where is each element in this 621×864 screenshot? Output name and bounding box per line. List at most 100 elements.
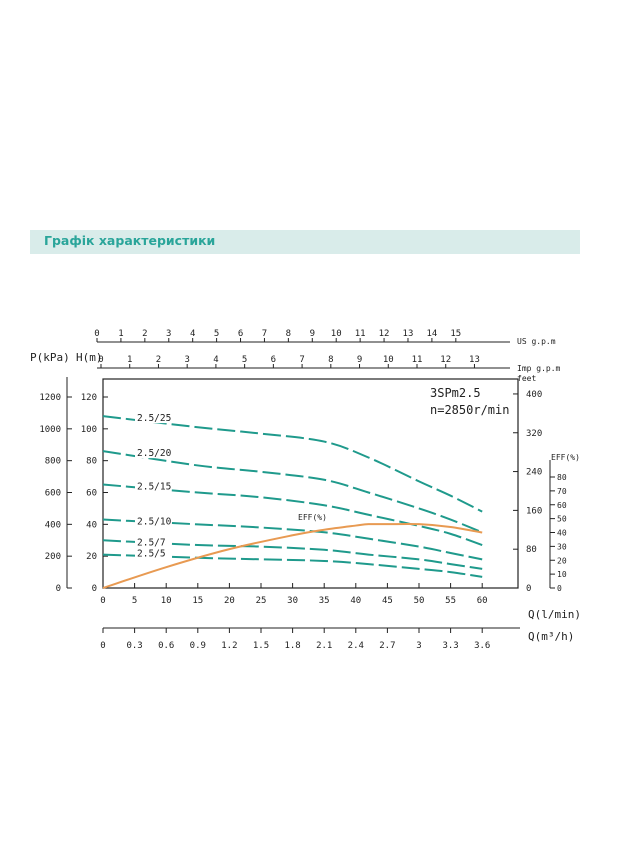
- m3h-tick-label: 3: [416, 641, 421, 651]
- pump-curve-25-20: [102, 450, 483, 534]
- m3h-tick-label: 2.4: [348, 641, 364, 651]
- eff-axis-label: EFF(%): [551, 453, 580, 462]
- m3h-tick-label: 2.7: [379, 641, 395, 651]
- pump-curve-25-25: [102, 415, 483, 513]
- top-axis-tick-label: 2: [156, 355, 161, 365]
- curve-label: 2.5/5: [137, 549, 166, 560]
- eff-tick-label: 60: [557, 501, 567, 510]
- top-axis-tick-label: 4: [213, 355, 218, 365]
- m3h-tick-label: 0.6: [158, 641, 174, 651]
- top-axis-tick-label: 11: [355, 329, 366, 339]
- pressure-tick-label: 200: [45, 552, 61, 562]
- head-tick-label: 40: [86, 520, 97, 530]
- top-axis-tick-label: 0: [98, 355, 103, 365]
- top-axis-label: US g.p.m: [517, 337, 556, 346]
- curve-label: 2.5/15: [137, 482, 171, 493]
- x-tick-label: 40: [350, 596, 361, 606]
- pressure-axis-label: P(kPa): [30, 351, 70, 364]
- top-axis-tick-label: 11: [412, 355, 423, 365]
- chart-frame: [66, 338, 555, 633]
- pump-curve-25-10: [102, 518, 483, 561]
- x-tick-label: 10: [161, 596, 172, 606]
- top-axis-tick-label: 6: [238, 329, 243, 339]
- curve-label-bg: [135, 480, 169, 492]
- curve-label-bg: [135, 547, 169, 559]
- x-tick-label: 25: [256, 596, 267, 606]
- curve-label: 2.5/10: [137, 517, 172, 528]
- section-header: Графік характеристики: [30, 230, 580, 254]
- pump-curve-25-7: [102, 539, 483, 570]
- top-axis-tick-label: 9: [310, 329, 315, 339]
- top-axis-tick-label: 7: [262, 329, 267, 339]
- m3h-tick-label: 3.6: [474, 641, 490, 651]
- eff-tick-label: 40: [557, 529, 567, 538]
- x-tick-label: 5: [132, 596, 137, 606]
- feet-axis-label: feet: [517, 374, 536, 383]
- m3h-tick-label: 3.3: [442, 641, 458, 651]
- x-origin-label: 0: [100, 596, 105, 606]
- m3h-tick-label: 0.9: [190, 641, 206, 651]
- speed-label: n=2850r/min: [430, 403, 509, 417]
- eff-tick-label: 0: [557, 584, 562, 593]
- feet-tick-label: 320: [526, 429, 542, 439]
- top-axis-tick-label: 10: [331, 329, 342, 339]
- top-axis-tick-label: 12: [440, 355, 451, 365]
- feet-tick-label: 0: [526, 584, 531, 594]
- eff-tick-label: 50: [557, 515, 567, 524]
- x-tick-label: 30: [287, 596, 298, 606]
- head-tick-label: 100: [81, 425, 97, 435]
- head-tick-label: 20: [86, 552, 97, 562]
- curve-label: 2.5/7: [137, 537, 166, 548]
- x-tick-label: 45: [382, 596, 393, 606]
- top-axis-tick-label: 3: [184, 355, 189, 365]
- top-axis-tick-label: 14: [426, 329, 437, 339]
- top-axis-tick-label: 9: [357, 355, 362, 365]
- plot-border: [102, 378, 519, 589]
- m3h-tick-label: 1.5: [253, 641, 269, 651]
- x-tick-label: 55: [445, 596, 456, 606]
- top-axis-tick-label: 6: [271, 355, 276, 365]
- m3h-axis-label: Q(m³/h): [528, 630, 574, 643]
- top-axis-tick-label: 13: [469, 355, 480, 365]
- top-axis-tick-label: 8: [286, 329, 291, 339]
- m3h-tick-label: 0: [100, 641, 105, 651]
- m3h-tick-label: 1.8: [284, 641, 300, 651]
- feet-tick-label: 80: [526, 545, 537, 555]
- head-tick-label: 80: [86, 457, 97, 467]
- curve-label: 2.5/20: [137, 448, 172, 459]
- curve-label-bg: [135, 412, 169, 424]
- curve-label-bg: [135, 536, 169, 548]
- efficiency-label: EFF(%): [298, 513, 327, 522]
- top-axis-tick-label: 3: [166, 329, 171, 339]
- m3h-tick-label: 1.2: [221, 641, 237, 651]
- model-label: 3SPm2.5: [430, 386, 481, 400]
- top-axis-tick-label: 5: [214, 329, 219, 339]
- top-axis-tick-label: 8: [328, 355, 333, 365]
- top-axis-tick-label: 5: [242, 355, 247, 365]
- top-axis-tick-label: 0: [94, 329, 99, 339]
- top-axis-tick-label: 12: [379, 329, 390, 339]
- eff-tick-label: 70: [557, 487, 567, 496]
- x-tick-label: 15: [192, 596, 203, 606]
- pressure-tick-label: 1200: [39, 393, 61, 403]
- m3h-tick-label: 0.3: [126, 641, 142, 651]
- x-tick-label: 50: [414, 596, 425, 606]
- feet-tick-label: 400: [526, 390, 542, 400]
- efficiency-curve: [102, 522, 483, 589]
- pressure-tick-label: 1000: [39, 425, 61, 435]
- curve-layer: [102, 412, 483, 589]
- x-tick-label: 35: [319, 596, 330, 606]
- section-title: Графік характеристики: [44, 233, 216, 248]
- pressure-tick-label: 600: [45, 489, 61, 499]
- x-tick-label: 20: [224, 596, 235, 606]
- feet-tick-label: 160: [526, 506, 542, 516]
- curve-label-bg: [135, 447, 169, 459]
- x-tick-label: 60: [477, 596, 488, 606]
- head-tick-label: 60: [86, 489, 97, 499]
- pressure-tick-label: 0: [56, 584, 61, 594]
- eff-tick-label: 80: [557, 473, 567, 482]
- head-tick-label: 0: [92, 584, 97, 594]
- eff-tick-label: 10: [557, 570, 567, 579]
